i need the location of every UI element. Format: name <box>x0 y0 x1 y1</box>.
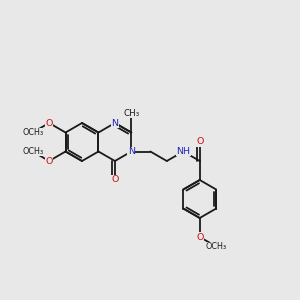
Text: OCH₃: OCH₃ <box>22 147 43 156</box>
Text: O: O <box>45 157 53 166</box>
Text: CH₃: CH₃ <box>123 109 140 118</box>
Text: N: N <box>111 118 118 127</box>
Text: OCH₃: OCH₃ <box>22 128 43 137</box>
Text: OCH₃: OCH₃ <box>206 242 227 251</box>
Text: O: O <box>196 137 203 146</box>
Text: N: N <box>128 147 135 156</box>
Text: O: O <box>196 232 203 242</box>
Text: O: O <box>111 176 118 184</box>
Text: O: O <box>45 118 53 127</box>
Text: NH: NH <box>176 147 190 156</box>
